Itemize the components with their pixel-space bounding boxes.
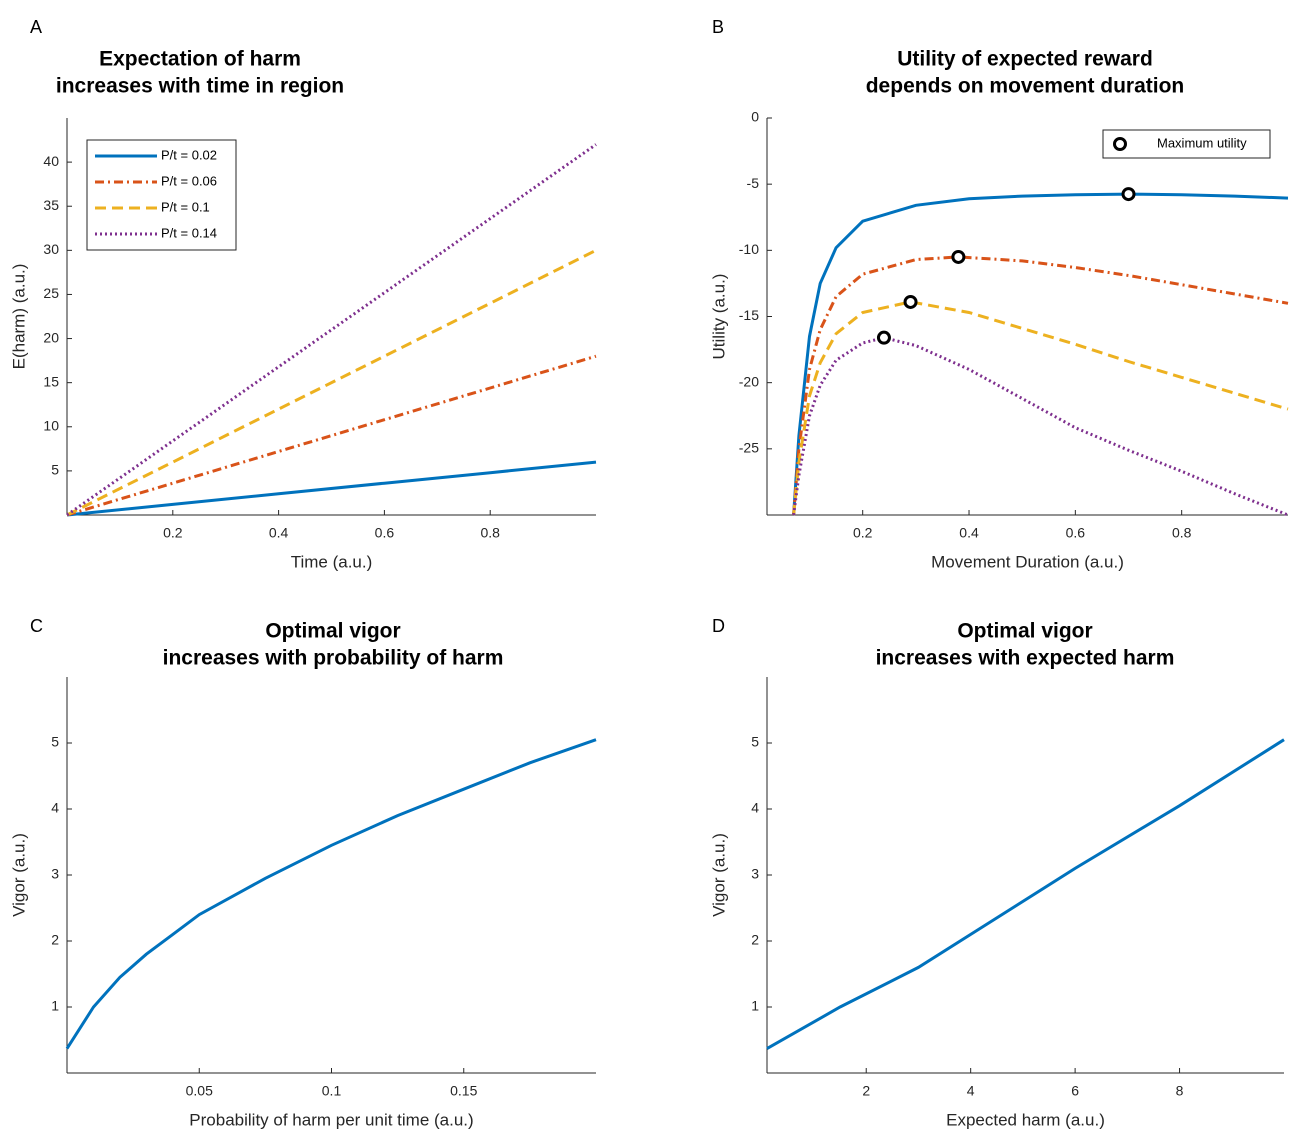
data-line (792, 192, 1289, 516)
x-tick-label: 2 (862, 1083, 870, 1099)
data-line (66, 354, 597, 517)
y-tick-label: 4 (51, 800, 59, 816)
chart-title: Expectation of harm (99, 48, 301, 71)
x-tick-label: 0.6 (375, 525, 395, 541)
legend-label: P/t = 0.06 (161, 173, 217, 188)
legend-box (1102, 129, 1271, 159)
y-tick-label: 5 (51, 734, 59, 750)
y-tick-label: 4 (751, 800, 759, 816)
legend-box (86, 139, 237, 251)
x-tick-label: 0.4 (959, 525, 979, 541)
y-tick-label: 1 (51, 998, 59, 1014)
x-tick-label: 6 (1071, 1083, 1079, 1099)
y-tick-label: 5 (51, 462, 59, 478)
y-axis-label: Vigor (a.u.) (9, 833, 28, 917)
y-tick-label: -15 (739, 307, 759, 323)
chart-title: Utility of expected reward (897, 48, 1153, 71)
x-tick-label: 0.6 (1066, 525, 1086, 541)
x-tick-label: 0.8 (1172, 525, 1192, 541)
x-axis-label: Expected harm (a.u.) (946, 1110, 1105, 1129)
panel-letter: A (30, 17, 42, 37)
legend-label: P/t = 0.1 (161, 199, 210, 214)
chart-title: increases with probability of harm (163, 647, 504, 670)
y-tick-label: 2 (751, 932, 759, 948)
y-tick-label: 5 (751, 734, 759, 750)
x-tick-label: 0.05 (186, 1083, 213, 1099)
y-axis-label: Utility (a.u.) (709, 274, 728, 360)
legend-label: P/t = 0.02 (161, 147, 217, 162)
x-axis-label: Time (a.u.) (291, 552, 373, 571)
x-tick-label: 4 (967, 1083, 975, 1099)
max-marker (903, 294, 918, 309)
y-tick-label: 35 (43, 197, 59, 213)
x-axis-label: Probability of harm per unit time (a.u.) (189, 1110, 473, 1129)
y-tick-label: 0 (751, 109, 759, 125)
y-tick-label: 30 (43, 241, 59, 257)
chart-title: increases with time in region (56, 75, 344, 98)
chart-title: increases with expected harm (876, 647, 1175, 670)
x-axis-label: Movement Duration (a.u.) (931, 552, 1124, 571)
x-tick-label: 0.2 (163, 525, 183, 541)
data-line (766, 738, 1285, 1050)
legend-label: Maximum utility (1157, 135, 1247, 150)
x-tick-label: 0.2 (853, 525, 873, 541)
max-marker (1121, 187, 1136, 202)
legend-marker (1113, 137, 1127, 151)
panel-letter: C (30, 616, 43, 636)
y-tick-label: 2 (51, 932, 59, 948)
y-tick-label: 1 (751, 998, 759, 1014)
y-tick-label: 3 (51, 866, 59, 882)
data-line (65, 738, 597, 1050)
data-line (66, 460, 597, 517)
y-tick-label: 15 (43, 373, 59, 389)
chart-title: Optimal vigor (957, 620, 1092, 643)
y-tick-label: 20 (43, 329, 59, 345)
y-tick-label: 25 (43, 285, 59, 301)
chart-title: depends on movement duration (866, 75, 1185, 98)
panel-letter: B (712, 17, 724, 37)
data-line (792, 255, 1289, 516)
chart-title: Optimal vigor (265, 620, 400, 643)
x-tick-label: 0.8 (480, 525, 500, 541)
y-tick-label: 10 (43, 417, 59, 433)
y-axis-label: Vigor (a.u.) (709, 833, 728, 917)
y-axis-label: E(harm) (a.u.) (9, 264, 28, 370)
y-tick-label: 3 (751, 866, 759, 882)
x-tick-label: 0.4 (269, 525, 289, 541)
panel-letter: D (712, 616, 725, 636)
max-marker (876, 330, 891, 345)
x-tick-label: 0.15 (450, 1083, 477, 1099)
legend-label: P/t = 0.14 (161, 225, 217, 240)
y-tick-label: -20 (739, 373, 759, 389)
y-tick-label: -25 (739, 440, 759, 456)
x-tick-label: 0.1 (322, 1083, 342, 1099)
max-marker (951, 249, 966, 264)
data-line (792, 300, 1289, 516)
data-line (66, 248, 597, 517)
data-line (792, 336, 1289, 517)
y-tick-label: -5 (747, 175, 760, 191)
x-tick-label: 8 (1176, 1083, 1184, 1099)
y-tick-label: 40 (43, 153, 59, 169)
y-tick-label: -10 (739, 241, 759, 257)
